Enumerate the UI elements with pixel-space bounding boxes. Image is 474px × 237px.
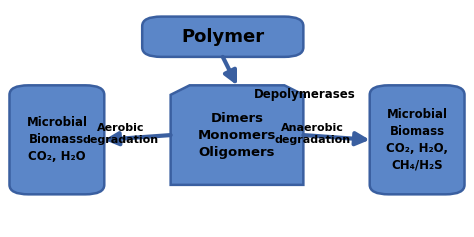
Text: Microbial
Biomass
CO₂, H₂O,
CH₄/H₂S: Microbial Biomass CO₂, H₂O, CH₄/H₂S [386, 108, 448, 172]
Text: Anaerobic
degradation: Anaerobic degradation [275, 123, 351, 145]
Text: Dimers
Monomers
Oligomers: Dimers Monomers Oligomers [198, 112, 276, 159]
Polygon shape [171, 85, 303, 185]
FancyBboxPatch shape [9, 85, 104, 194]
Text: Aerobic
degradation: Aerobic degradation [83, 123, 159, 145]
Text: Depolymerases: Depolymerases [254, 88, 356, 101]
Text: Microbial
Biomass
CO₂, H₂O: Microbial Biomass CO₂, H₂O [27, 116, 87, 163]
Text: Polymer: Polymer [181, 28, 264, 46]
FancyBboxPatch shape [370, 85, 465, 194]
FancyBboxPatch shape [142, 17, 303, 57]
